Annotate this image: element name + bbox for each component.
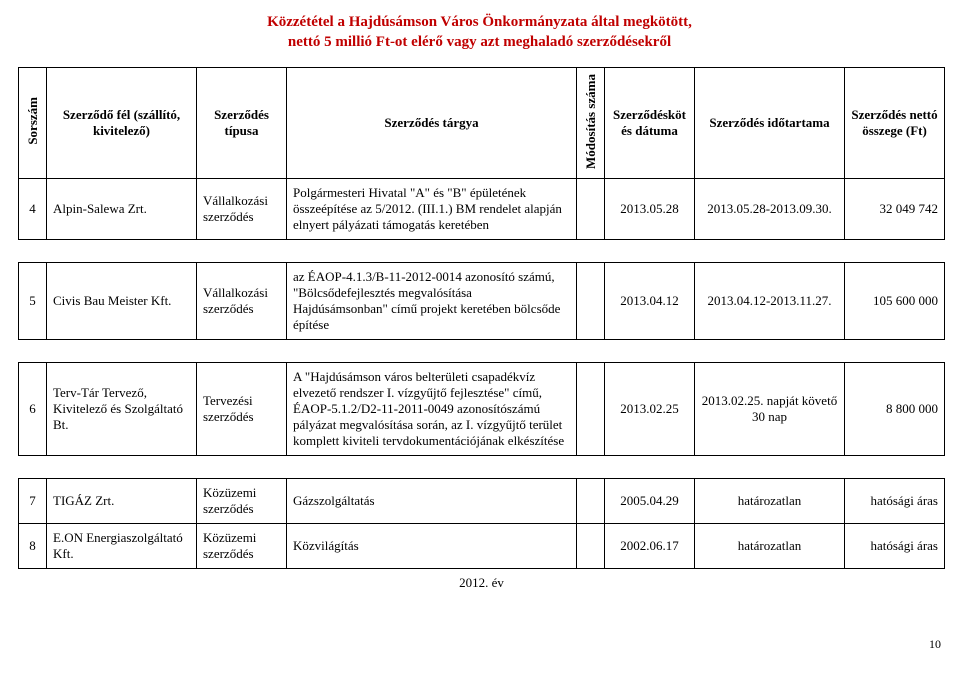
cell-tipus: Tervezési szerződés — [197, 363, 287, 456]
cell-osszeg: 105 600 000 — [845, 263, 945, 340]
cell-fel: Civis Bau Meister Kft. — [47, 263, 197, 340]
header-mod: Módosítás száma — [577, 67, 605, 179]
cell-fel: Alpin-Salewa Zrt. — [47, 179, 197, 240]
cell-mod — [577, 479, 605, 524]
cell-osszeg: hatósági áras — [845, 524, 945, 569]
header-datum: Szerződéskötés dátuma — [605, 67, 695, 179]
year-label: 2012. év — [19, 569, 945, 598]
cell-tipus: Közüzemi szerződés — [197, 479, 287, 524]
cell-datum: 2002.06.17 — [605, 524, 695, 569]
table-row: 8E.ON Energiaszolgáltató Kft.Közüzemi sz… — [19, 524, 945, 569]
cell-tipus: Vállalkozási szerződés — [197, 179, 287, 240]
cell-mod — [577, 524, 605, 569]
header-targy: Szerződés tárgya — [287, 67, 577, 179]
spacer-row — [19, 456, 945, 479]
page-title: Közzététel a Hajdúsámson Város Önkormány… — [18, 12, 941, 53]
table-row: 7TIGÁZ Zrt.Közüzemi szerződésGázszolgált… — [19, 479, 945, 524]
cell-sorszam: 8 — [19, 524, 47, 569]
title-line2: nettó 5 millió Ft-ot elérő vagy azt megh… — [288, 34, 671, 50]
cell-tipus: Vállalkozási szerződés — [197, 263, 287, 340]
cell-ido: 2013.02.25. napját követő 30 nap — [695, 363, 845, 456]
header-fel: Szerződő fél (szállító, kivitelező) — [47, 67, 197, 179]
table-row: 4Alpin-Salewa Zrt.Vállalkozási szerződés… — [19, 179, 945, 240]
contracts-table: Sorszám Szerződő fél (szállító, kivitele… — [18, 67, 945, 598]
cell-sorszam: 5 — [19, 263, 47, 340]
spacer-row — [19, 240, 945, 263]
cell-tipus: Közüzemi szerződés — [197, 524, 287, 569]
cell-datum: 2005.04.29 — [605, 479, 695, 524]
cell-osszeg: hatósági áras — [845, 479, 945, 524]
cell-mod — [577, 179, 605, 240]
cell-datum: 2013.04.12 — [605, 263, 695, 340]
cell-mod — [577, 363, 605, 456]
cell-ido: határozatlan — [695, 479, 845, 524]
cell-fel: TIGÁZ Zrt. — [47, 479, 197, 524]
cell-targy: A "Hajdúsámson város belterületi csapadé… — [287, 363, 577, 456]
cell-datum: 2013.05.28 — [605, 179, 695, 240]
table-row: 6Terv-Tár Tervező, Kivitelező és Szolgál… — [19, 363, 945, 456]
header-osszeg: Szerződés nettó összege (Ft) — [845, 67, 945, 179]
cell-ido: 2013.04.12-2013.11.27. — [695, 263, 845, 340]
spacer-row — [19, 340, 945, 363]
cell-ido: határozatlan — [695, 524, 845, 569]
page-number: 10 — [18, 637, 941, 652]
year-row: 2012. év — [19, 569, 945, 598]
cell-mod — [577, 263, 605, 340]
cell-targy: Gázszolgáltatás — [287, 479, 577, 524]
cell-fel: Terv-Tár Tervező, Kivitelező és Szolgált… — [47, 363, 197, 456]
cell-targy: Közvilágítás — [287, 524, 577, 569]
cell-targy: az ÉAOP-4.1.3/B-11-2012-0014 azonosító s… — [287, 263, 577, 340]
cell-datum: 2013.02.25 — [605, 363, 695, 456]
cell-fel: E.ON Energiaszolgáltató Kft. — [47, 524, 197, 569]
table-row: 5Civis Bau Meister Kft.Vállalkozási szer… — [19, 263, 945, 340]
cell-osszeg: 32 049 742 — [845, 179, 945, 240]
cell-sorszam: 7 — [19, 479, 47, 524]
header-tipus: Szerződés típusa — [197, 67, 287, 179]
cell-sorszam: 6 — [19, 363, 47, 456]
header-ido: Szerződés időtartama — [695, 67, 845, 179]
header-sorszam: Sorszám — [19, 67, 47, 179]
cell-ido: 2013.05.28-2013.09.30. — [695, 179, 845, 240]
cell-sorszam: 4 — [19, 179, 47, 240]
cell-targy: Polgármesteri Hivatal "A" és "B" épületé… — [287, 179, 577, 240]
title-line1: Közzététel a Hajdúsámson Város Önkormány… — [267, 14, 692, 30]
cell-osszeg: 8 800 000 — [845, 363, 945, 456]
header-row: Sorszám Szerződő fél (szállító, kivitele… — [19, 67, 945, 179]
